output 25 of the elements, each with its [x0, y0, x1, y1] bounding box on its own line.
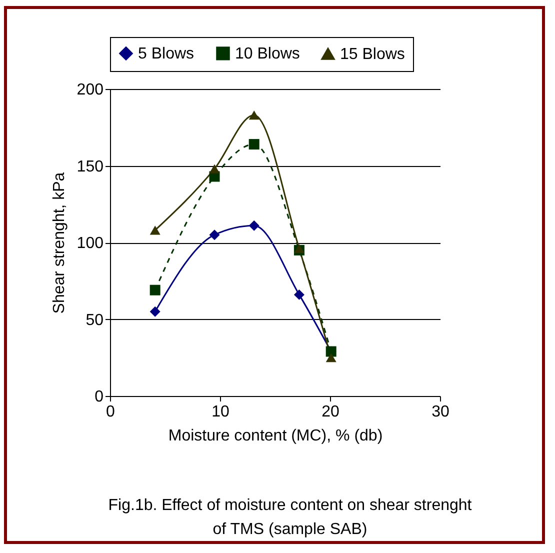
- point: [209, 230, 220, 240]
- y-axis-title: Shear strenght, kPa: [50, 172, 68, 314]
- x-tick-label: 20: [322, 404, 340, 420]
- legend-label: 15 Blows: [340, 46, 405, 63]
- x-tick-label: 10: [212, 404, 230, 420]
- y-tick-label: 200: [76, 82, 104, 98]
- point: [209, 164, 220, 174]
- point: [248, 139, 260, 150]
- point: [326, 353, 336, 362]
- point: [150, 284, 160, 296]
- legend-label: 5 Blows: [138, 45, 194, 62]
- x-tick-label: 30: [432, 404, 450, 420]
- x-axis-title: Moisture content (MC), % (db): [168, 428, 383, 444]
- x-tick-label: 0: [106, 404, 116, 420]
- point: [294, 289, 304, 300]
- legend-label: 10 Blows: [235, 45, 300, 62]
- y-tick-label: 0: [94, 388, 104, 406]
- point: [150, 226, 160, 235]
- point: [248, 110, 260, 120]
- caption: Fig.1b. Effect of moisture content on shear strenght of TMS (sample SAB): [107, 496, 473, 540]
- y-tick-label: 100: [76, 235, 104, 252]
- point: [248, 220, 260, 231]
- y-tick-label: 50: [86, 312, 104, 329]
- y-tick-label: 150: [76, 158, 104, 176]
- point: [150, 306, 160, 317]
